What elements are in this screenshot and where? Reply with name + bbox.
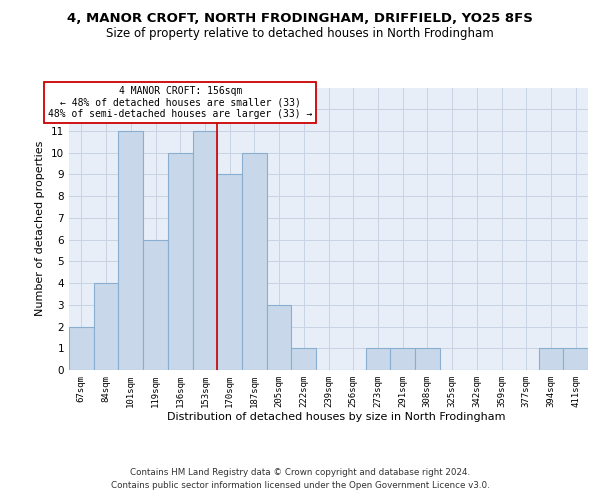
Text: 4 MANOR CROFT: 156sqm
← 48% of detached houses are smaller (33)
48% of semi-deta: 4 MANOR CROFT: 156sqm ← 48% of detached … bbox=[48, 86, 313, 120]
Text: Distribution of detached houses by size in North Frodingham: Distribution of detached houses by size … bbox=[167, 412, 505, 422]
Bar bbox=[193, 131, 217, 370]
Text: Size of property relative to detached houses in North Frodingham: Size of property relative to detached ho… bbox=[106, 28, 494, 40]
Text: Contains HM Land Registry data © Crown copyright and database right 2024.: Contains HM Land Registry data © Crown c… bbox=[130, 468, 470, 477]
Bar bbox=[242, 152, 267, 370]
Bar bbox=[168, 152, 193, 370]
Bar bbox=[69, 326, 94, 370]
Bar bbox=[217, 174, 242, 370]
Bar bbox=[365, 348, 390, 370]
Bar bbox=[118, 131, 143, 370]
Bar bbox=[143, 240, 168, 370]
Bar bbox=[415, 348, 440, 370]
Bar bbox=[94, 283, 118, 370]
Bar bbox=[563, 348, 588, 370]
Bar bbox=[390, 348, 415, 370]
Text: Contains public sector information licensed under the Open Government Licence v3: Contains public sector information licen… bbox=[110, 482, 490, 490]
Bar bbox=[292, 348, 316, 370]
Bar bbox=[267, 305, 292, 370]
Text: 4, MANOR CROFT, NORTH FRODINGHAM, DRIFFIELD, YO25 8FS: 4, MANOR CROFT, NORTH FRODINGHAM, DRIFFI… bbox=[67, 12, 533, 26]
Bar bbox=[539, 348, 563, 370]
Y-axis label: Number of detached properties: Number of detached properties bbox=[35, 141, 46, 316]
